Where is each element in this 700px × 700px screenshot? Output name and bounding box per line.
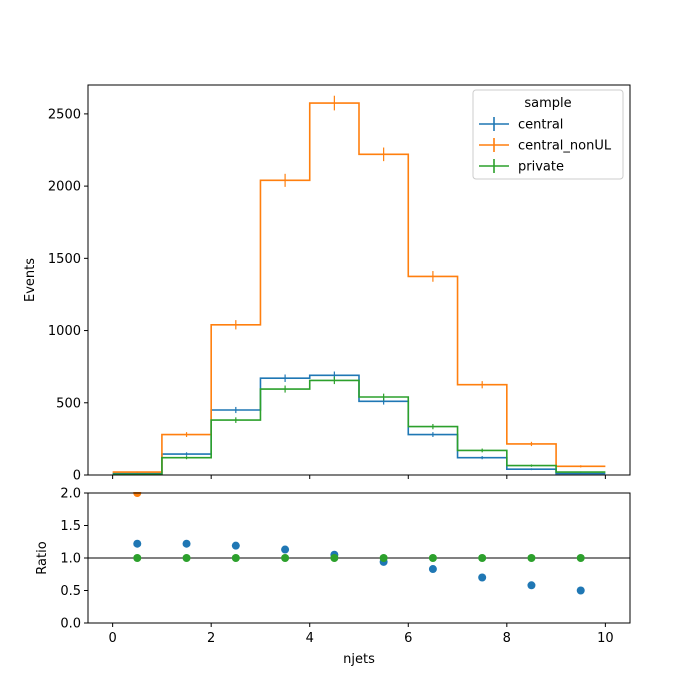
ratio-point-private	[576, 554, 585, 562]
ratio-point-central	[281, 545, 290, 554]
main-axes-frame	[87, 84, 631, 476]
ratio-point-private	[478, 554, 487, 562]
ratio-point-central	[133, 539, 142, 548]
ratio-point-private	[428, 554, 437, 562]
x-tick-label: 2	[207, 631, 215, 646]
ratio-y-tick-label: 1.5	[60, 519, 81, 534]
legend-label-central_nonUL: central_nonUL	[518, 139, 612, 154]
legend-label-central: central	[518, 118, 563, 133]
ratio-axes-frame	[87, 492, 631, 624]
ratio-point-central	[428, 565, 437, 574]
histogram-central_nonUL	[112, 102, 606, 473]
ratio-y-tick-label: 0.5	[60, 584, 81, 599]
main-y-tick-label: 500	[56, 396, 81, 411]
ratio-point-private	[281, 554, 290, 562]
ratio-points	[133, 492, 585, 595]
ratio-point-private	[182, 554, 191, 562]
x-tick-label: 10	[597, 631, 614, 646]
ratio-point-private	[231, 554, 240, 562]
main-panel: 0 500 1000 1500 2000 2500	[48, 84, 631, 484]
ratio-y-axis-label: Ratio	[35, 541, 50, 574]
ratio-point-central	[576, 586, 585, 595]
x-tick-label: 6	[404, 631, 412, 646]
ratio-y-tick-label: 0.0	[60, 617, 81, 632]
x-tick-label: 8	[503, 631, 511, 646]
main-y-axis-label: Events	[23, 258, 38, 302]
ratio-y-tick-label: 1.0	[60, 552, 81, 567]
legend-title: sample	[524, 96, 571, 111]
histogram-private	[112, 379, 606, 476]
main-y-tick-label: 1000	[48, 324, 81, 339]
ratio-point-private	[379, 554, 388, 562]
x-tick-label: 0	[108, 631, 116, 646]
main-y-tick-label: 2000	[48, 180, 81, 195]
ratio-y-tick-label: 2.0	[60, 487, 81, 502]
legend-frame	[472, 89, 624, 180]
main-y-tick-label: 2500	[48, 107, 81, 122]
x-axis-label: njets	[343, 652, 375, 667]
x-tick-label: 4	[306, 631, 314, 646]
ratio-point-private	[527, 554, 536, 562]
ratio-panel: 0.0 0.5 1.0 1.5 2.0 0 2 4 6 8 10	[60, 487, 631, 646]
ratio-point-private	[133, 554, 142, 562]
legend-label-private: private	[518, 160, 564, 175]
ratio-point-central	[527, 581, 536, 590]
ratio-point-central	[231, 541, 240, 550]
main-y-tick-label: 0	[73, 469, 81, 484]
main-y-tick-label: 1500	[48, 252, 81, 267]
ratio-point-central	[182, 539, 191, 548]
ratio-point-central	[478, 573, 487, 582]
ratio-point-private	[330, 554, 339, 562]
